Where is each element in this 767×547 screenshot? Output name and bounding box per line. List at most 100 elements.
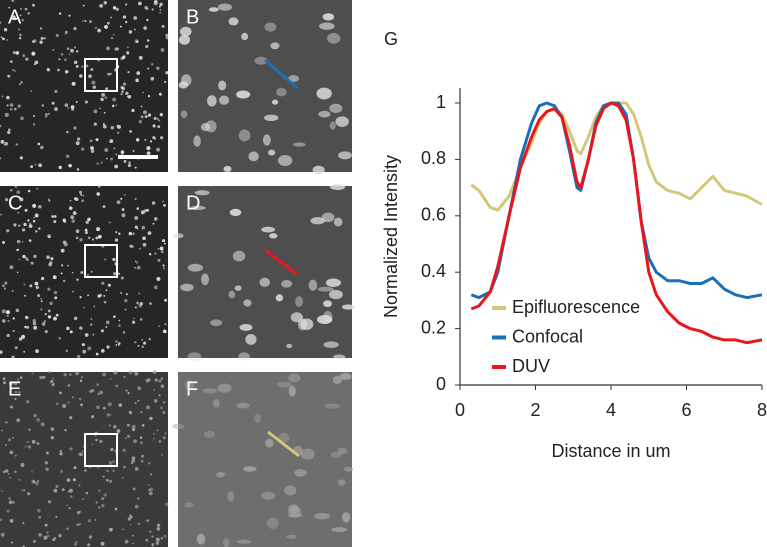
cell xyxy=(158,5,161,8)
cell xyxy=(154,252,157,255)
cell-zoom xyxy=(218,95,230,105)
cell xyxy=(2,37,5,41)
cell xyxy=(157,125,161,129)
cell xyxy=(73,26,77,31)
cell xyxy=(151,8,154,11)
cell xyxy=(126,51,130,55)
cell xyxy=(153,1,158,6)
cell-zoom xyxy=(181,74,192,87)
cell xyxy=(136,261,139,264)
cell xyxy=(38,515,42,519)
cell xyxy=(134,402,137,405)
cell xyxy=(93,122,97,126)
cell-zoom xyxy=(232,250,246,262)
cell-zoom xyxy=(294,469,307,477)
cell xyxy=(35,482,39,486)
cell xyxy=(160,453,163,456)
cell xyxy=(67,384,71,387)
panel-label: A xyxy=(8,6,22,28)
cell xyxy=(131,456,136,460)
cell xyxy=(60,52,64,56)
cell-zoom xyxy=(189,205,206,211)
cell xyxy=(163,534,167,538)
cell xyxy=(119,25,122,28)
cell-zoom xyxy=(213,399,220,408)
cell xyxy=(46,451,49,455)
cell xyxy=(148,252,152,256)
cell xyxy=(147,95,150,98)
cell xyxy=(74,197,79,202)
cell xyxy=(124,20,128,24)
cell xyxy=(162,401,166,404)
cell xyxy=(73,316,78,321)
cell xyxy=(146,146,151,151)
cell xyxy=(160,136,164,140)
cell xyxy=(70,48,74,53)
cell xyxy=(32,123,36,126)
cell xyxy=(129,130,132,133)
cell xyxy=(124,3,128,6)
cell xyxy=(95,352,99,356)
cell xyxy=(32,203,37,208)
cell xyxy=(120,197,123,200)
cell-zoom xyxy=(269,233,278,239)
cell xyxy=(94,519,97,521)
cell-zoom xyxy=(236,539,251,544)
cell xyxy=(156,523,161,527)
cell xyxy=(160,406,163,410)
cell xyxy=(85,64,89,68)
cell xyxy=(17,211,20,214)
cell-zoom xyxy=(262,134,271,146)
cell xyxy=(100,329,104,333)
cell xyxy=(97,392,100,396)
cell-zoom xyxy=(178,34,191,45)
profile-line xyxy=(264,248,298,276)
image-panels: A BC DE F xyxy=(0,0,355,547)
cell xyxy=(21,240,24,243)
cell xyxy=(111,104,115,108)
cell xyxy=(9,103,14,107)
cell-zoom xyxy=(330,184,346,191)
cell xyxy=(85,491,89,495)
cell-zoom xyxy=(333,217,343,227)
cell xyxy=(127,46,129,49)
cell xyxy=(85,220,89,224)
cell xyxy=(153,116,157,120)
cell xyxy=(68,490,71,493)
cell xyxy=(53,290,58,295)
cell-zoom xyxy=(286,534,297,539)
cell xyxy=(162,200,164,203)
cell xyxy=(53,316,57,321)
cell xyxy=(159,2,163,7)
cell xyxy=(64,32,67,35)
cell xyxy=(130,462,134,465)
cell xyxy=(20,489,23,492)
cell xyxy=(14,185,18,188)
cell xyxy=(68,53,71,55)
cell-zoom xyxy=(329,121,336,130)
cell xyxy=(40,422,45,427)
cell xyxy=(43,320,46,323)
cell xyxy=(147,67,150,70)
cell xyxy=(145,44,149,49)
cell xyxy=(152,437,155,440)
cell xyxy=(9,381,13,386)
x-tick-label: 4 xyxy=(606,400,616,420)
cell xyxy=(148,338,151,341)
cell xyxy=(54,89,58,93)
cell-zoom xyxy=(288,504,299,514)
cell-zoom xyxy=(317,286,334,292)
cell xyxy=(112,459,115,463)
cell xyxy=(164,80,167,84)
cell xyxy=(156,527,161,531)
cell xyxy=(103,294,106,297)
cell xyxy=(122,465,126,469)
cell xyxy=(74,543,77,546)
cell-zoom xyxy=(218,80,227,91)
cell xyxy=(40,308,43,311)
cell-zoom xyxy=(254,56,268,65)
cell xyxy=(74,46,76,49)
cell xyxy=(6,229,10,233)
cell xyxy=(137,344,140,347)
